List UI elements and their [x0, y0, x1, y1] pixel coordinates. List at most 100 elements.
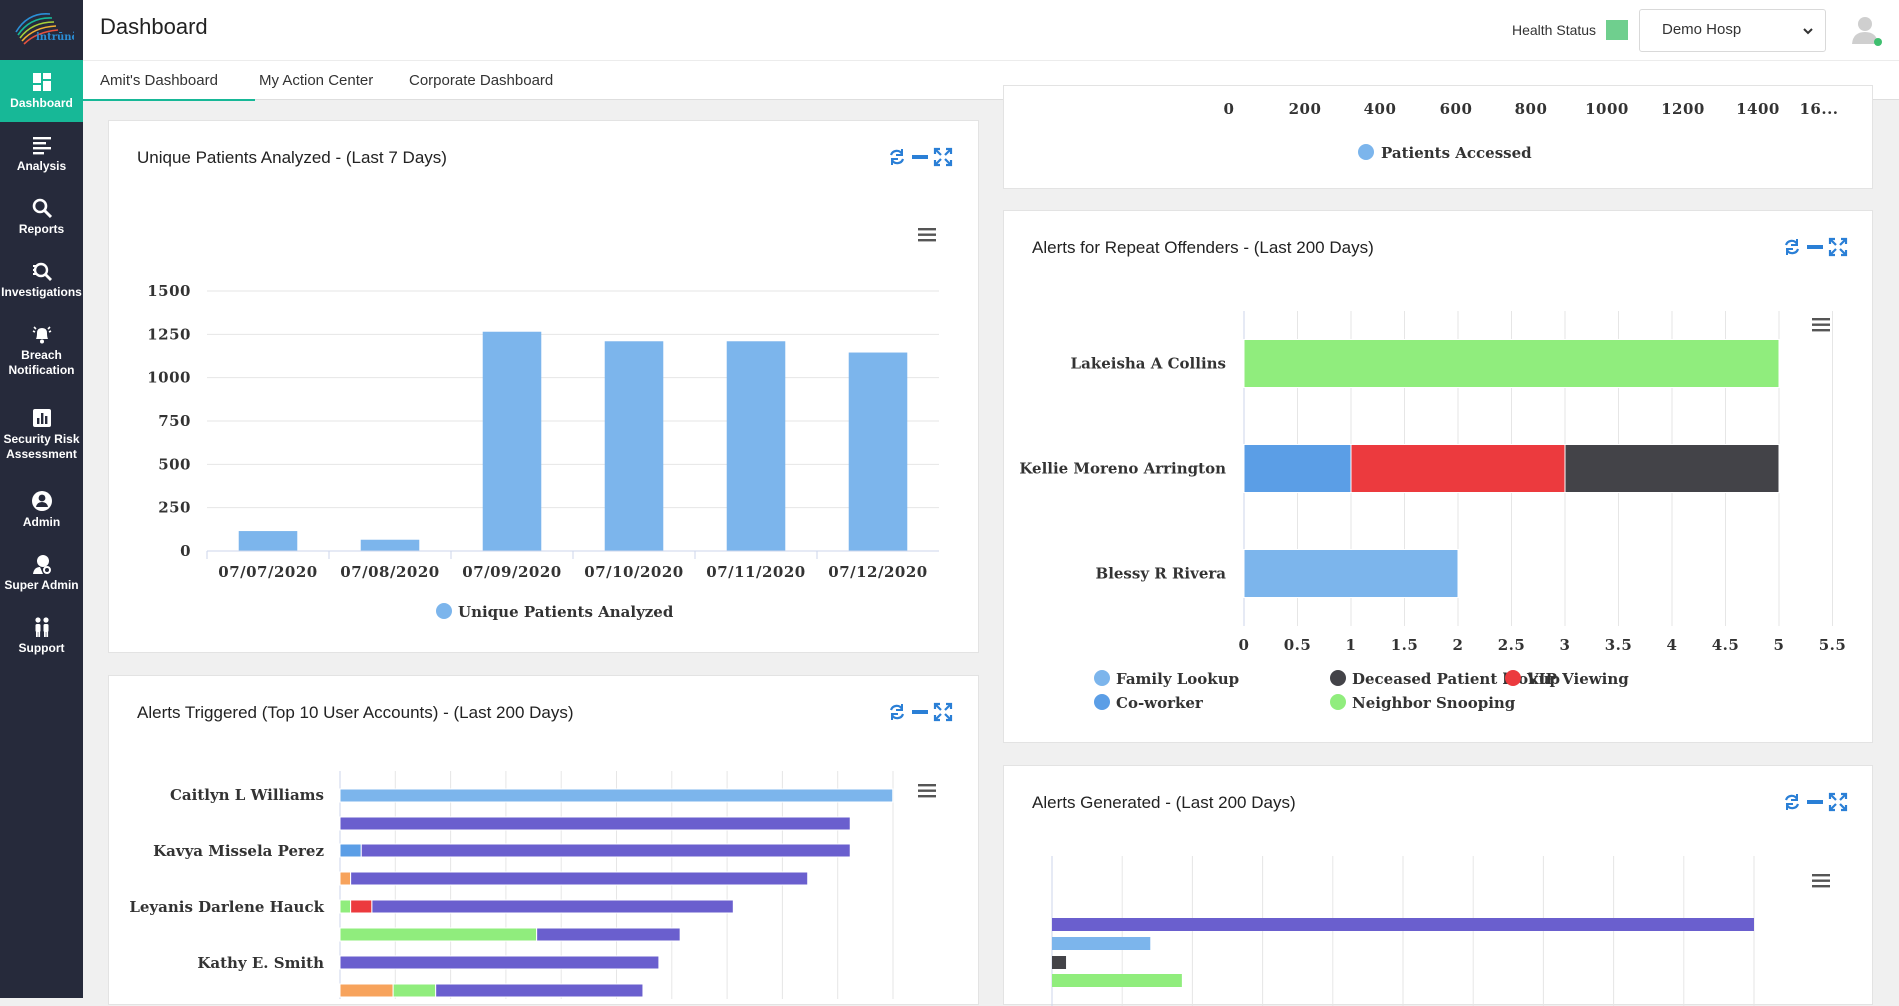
- y-category-label: Kathy E. Smith: [197, 954, 324, 972]
- bar-segment: [339, 955, 660, 970]
- investigations-icon: [32, 262, 52, 281]
- alerts-generated-chart: [1051, 856, 1755, 1006]
- health-status-label: Health Status: [1512, 22, 1597, 38]
- chart-menu-icon[interactable]: [1811, 317, 1831, 333]
- y-category-label: Blessy R Rivera: [1096, 565, 1227, 583]
- chart-menu-icon[interactable]: [917, 783, 937, 799]
- expand-icon[interactable]: [933, 147, 953, 167]
- legend-label: VIP Viewing: [1526, 670, 1629, 688]
- sidebar-item-support[interactable]: Support: [0, 605, 83, 667]
- chart-menu-icon[interactable]: [1811, 873, 1831, 889]
- sidebar-item-label: Security Risk Assessment: [3, 431, 80, 461]
- sidebar-item-dashboard[interactable]: Dashboard: [0, 60, 83, 122]
- x-tick-label: 1: [1346, 636, 1357, 654]
- user-circle-icon: [31, 491, 52, 511]
- panel-title: Alerts Triggered (Top 10 User Accounts) …: [137, 703, 574, 722]
- legend-marker: [1505, 670, 1521, 686]
- tab-my-action-center[interactable]: My Action Center: [259, 72, 374, 89]
- x-tick-label: 1200: [1661, 100, 1705, 118]
- y-category-label: Kavya Missela Perez: [153, 842, 324, 860]
- dashboard-tabs: Amit's Dashboard My Action Center Corpor…: [83, 60, 1899, 101]
- sidebar-item-label: Breach Notification: [8, 347, 75, 377]
- bar-segment: [339, 788, 894, 803]
- x-tick-label: 1.5: [1391, 636, 1419, 654]
- sidebar-item-super-admin[interactable]: Super Admin: [0, 542, 83, 604]
- x-tick-label: 400: [1364, 100, 1397, 118]
- bar: [726, 341, 786, 551]
- minimize-icon[interactable]: [910, 147, 930, 167]
- alerts-triggered-panel: Alerts Triggered (Top 10 User Accounts) …: [108, 675, 979, 1005]
- legend-label: Unique Patients Analyzed: [458, 603, 674, 621]
- tab-corporate-dashboard[interactable]: Corporate Dashboard: [409, 72, 554, 89]
- legend-label: Co-worker: [1116, 694, 1204, 712]
- y-tick-label: 1250: [147, 325, 191, 343]
- tab-amits-dashboard[interactable]: Amit's Dashboard: [83, 61, 255, 101]
- x-tick-label: 07/10/2020: [584, 563, 683, 581]
- refresh-icon[interactable]: [1782, 792, 1802, 812]
- user-cog-icon: [32, 555, 51, 574]
- legend-label: Neighbor Snooping: [1352, 694, 1516, 712]
- chart-menu-icon[interactable]: [917, 227, 937, 243]
- sidebar-item-reports[interactable]: Reports: [0, 186, 83, 248]
- bar: [238, 531, 298, 551]
- refresh-icon[interactable]: [1782, 237, 1802, 257]
- intruno-logo[interactable]: intrūnö: [6, 4, 74, 56]
- x-tick-label: 07/12/2020: [828, 563, 927, 581]
- sidebar-item-admin[interactable]: Admin: [0, 479, 83, 541]
- bar-segment: [371, 899, 734, 914]
- bar: [1052, 918, 1754, 931]
- patients-accessed-panel: 0 200 400 600 800 1000 1200 1400 16... Patients A…: [1003, 85, 1873, 189]
- bar-segment: [350, 871, 809, 886]
- x-tick-label: 0: [1224, 100, 1235, 118]
- bar: [604, 341, 664, 551]
- sidebar-item-label: Investigations: [1, 285, 82, 299]
- refresh-icon[interactable]: [887, 702, 907, 722]
- bar-segment: [339, 871, 352, 886]
- sidebar-item-security-risk-assessment[interactable]: Security Risk Assessment: [0, 396, 83, 472]
- bar-segment: [435, 983, 644, 998]
- legend-marker: [436, 603, 452, 619]
- x-tick-label: 4.5: [1712, 636, 1740, 654]
- bar: [1052, 974, 1182, 987]
- x-tick-label: 1000: [1585, 100, 1629, 118]
- bar-segment: [339, 843, 362, 858]
- bar-segment: [536, 927, 681, 942]
- hospital-select-value: Demo Hosp: [1662, 21, 1742, 38]
- x-tick-label: 3.5: [1605, 636, 1633, 654]
- x-tick-label: 2: [1453, 636, 1464, 654]
- sidebar-item-breach-notification[interactable]: Breach Notification: [0, 312, 83, 388]
- x-tick-label: 4: [1667, 636, 1678, 654]
- expand-icon[interactable]: [933, 702, 953, 722]
- y-tick-label: 0: [180, 542, 191, 560]
- health-status-indicator: [1606, 20, 1628, 40]
- refresh-icon[interactable]: [887, 147, 907, 167]
- user-avatar-icon[interactable]: [1849, 12, 1883, 46]
- x-tick-label: 2.5: [1498, 636, 1526, 654]
- legend-marker: [1094, 670, 1110, 686]
- hospital-select[interactable]: Demo Hosp: [1639, 9, 1826, 52]
- bar: [482, 331, 542, 551]
- bell-icon: [32, 325, 51, 343]
- analysis-icon: [32, 137, 51, 155]
- x-tick-label: 16...: [1799, 100, 1838, 118]
- bar-segment: [1350, 444, 1566, 493]
- minimize-icon[interactable]: [1805, 237, 1825, 257]
- minimize-icon[interactable]: [910, 702, 930, 722]
- x-tick-label: 3: [1560, 636, 1571, 654]
- expand-icon[interactable]: [1828, 792, 1848, 812]
- bar: [360, 539, 420, 551]
- x-tick-label: 600: [1440, 100, 1473, 118]
- alerts-triggered-chart: Caitlyn L Williams Kavya Missela Perez Ley…: [129, 771, 894, 999]
- sidebar-item-investigations[interactable]: Investigations: [0, 249, 83, 311]
- minimize-icon[interactable]: [1805, 792, 1825, 812]
- bar-segment: [1243, 549, 1459, 598]
- bar-segment: [339, 927, 538, 942]
- sidebar-item-analysis[interactable]: Analysis: [0, 123, 83, 185]
- y-tick-label: 500: [158, 455, 191, 473]
- sidebar-item-label: Reports: [18, 222, 65, 236]
- y-tick-label: 1500: [147, 282, 191, 300]
- x-tick-label: 200: [1289, 100, 1322, 118]
- expand-icon[interactable]: [1828, 237, 1848, 257]
- panel-title: Alerts for Repeat Offenders - (Last 200 …: [1032, 238, 1374, 257]
- y-category-label: Kellie Moreno Arrington: [1019, 460, 1226, 478]
